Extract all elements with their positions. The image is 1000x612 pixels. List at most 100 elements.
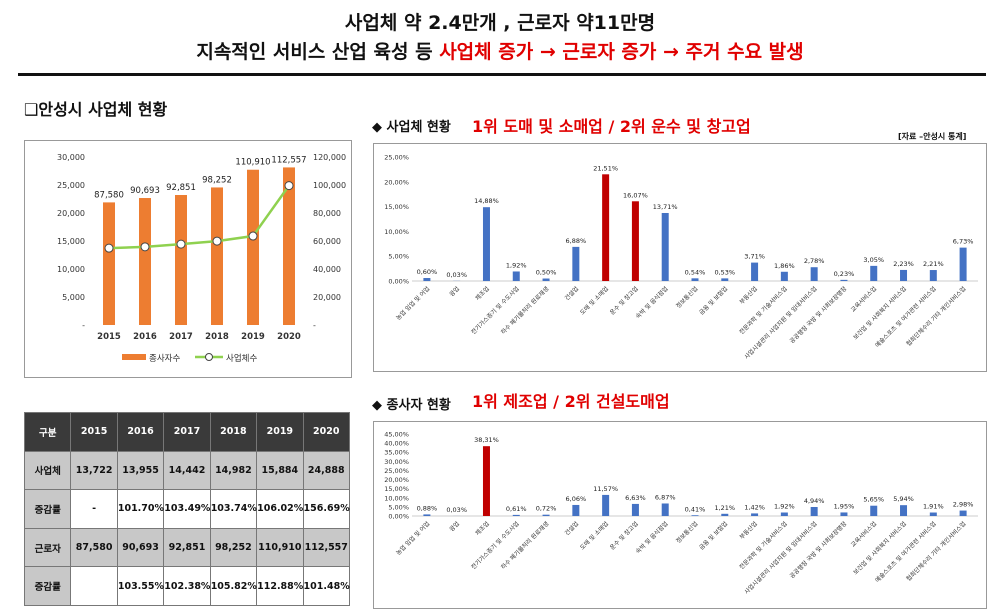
table-cell: 105.82% xyxy=(210,567,256,606)
x-axis-tick: 공공행정 국방 및 사회보장행정 xyxy=(788,520,848,580)
y-axis-tick: 30,00% xyxy=(384,458,409,466)
y-axis-tick: 10,00% xyxy=(384,228,409,236)
y-axis-tick: 10,00% xyxy=(384,494,409,502)
bar xyxy=(900,505,907,516)
right-axis-tick: 120,000 xyxy=(313,153,346,162)
legend-swatch-employees xyxy=(122,354,146,360)
y-axis-tick: 45,00% xyxy=(384,431,409,439)
bar-data-label: 38,31% xyxy=(474,436,499,444)
table-cell: 112,557 xyxy=(303,528,349,567)
table-cell: 24,888 xyxy=(303,451,349,490)
bar-data-label: 11,57% xyxy=(593,485,618,493)
bar-data-label: 1,92% xyxy=(506,261,527,269)
bar-data-label: 1,86% xyxy=(774,262,795,270)
table-cell: 106.02% xyxy=(257,490,303,529)
bar-data-label: 6,88% xyxy=(566,237,587,245)
bar-data-label: 0,53% xyxy=(714,268,735,276)
x-axis-tick: 금융 및 보험업 xyxy=(697,520,729,552)
bar xyxy=(811,267,818,281)
x-axis-tick: 농업 임업 및 어업 xyxy=(394,285,431,322)
bar-data-label: 3,71% xyxy=(744,253,765,261)
x-axis-tick: 도매 및 소매업 xyxy=(578,285,610,317)
table-cell: - xyxy=(71,490,117,529)
bar xyxy=(513,271,520,281)
bar xyxy=(960,248,967,281)
x-axis-tick: 예술스포츠 및 여가관련 서비스업 xyxy=(873,285,937,349)
bar-data-label: 0,03% xyxy=(446,506,467,514)
bar-data-label: 0,03% xyxy=(446,271,467,279)
bar-data-label: 1,42% xyxy=(744,503,765,511)
bar xyxy=(602,174,609,281)
table-header-cell: 2019 xyxy=(257,413,303,452)
bar xyxy=(662,213,669,281)
table-header-row: 구분 2015 2016 2017 2018 2019 2020 xyxy=(25,413,350,452)
bar-data-label: 6,73% xyxy=(953,238,974,246)
right-axis-tick: 100,000 xyxy=(313,181,346,190)
y-axis-tick: 5,00% xyxy=(388,503,409,511)
left-axis-tick: 10,000 xyxy=(57,265,85,274)
legend-label: 사업체수 xyxy=(226,353,257,364)
bar-data-label: 1,95% xyxy=(834,502,855,510)
bar-data-label: 6,06% xyxy=(566,495,587,503)
table-header-cell: 구분 xyxy=(25,413,71,452)
bar xyxy=(870,266,877,281)
x-axis-tick: 공공행정 국방 및 사회보장행정 xyxy=(788,285,848,345)
right-axis-tick: - xyxy=(313,321,316,330)
bar xyxy=(513,515,520,516)
y-axis-tick: 20,00% xyxy=(384,178,409,186)
x-axis-tick: 예술스포츠 및 여가관련 서비스업 xyxy=(873,520,937,584)
bar-data-label: 2,98% xyxy=(953,501,974,509)
bar-employees xyxy=(175,195,187,325)
bar-employees xyxy=(103,202,115,325)
emp-highlight: 1위 제조업 / 2위 건설도매업 xyxy=(472,388,670,412)
bar-data-label: 1,91% xyxy=(923,503,944,511)
bar xyxy=(483,207,490,281)
table-row: 근로자 87,580 90,693 92,851 98,252 110,910 … xyxy=(25,528,350,567)
x-axis-tick: 금융 및 보험업 xyxy=(697,285,729,317)
left-axis-tick: 20,000 xyxy=(57,209,85,218)
table-cell: 사업체 xyxy=(25,451,71,490)
headline-2-black: 지속적인 서비스 산업 육성 등 xyxy=(196,41,432,63)
x-axis-tick: 건설업 xyxy=(563,285,580,302)
right-axis-tick: 60,000 xyxy=(313,237,341,246)
bar xyxy=(662,503,669,516)
table-header-cell: 2015 xyxy=(71,413,117,452)
x-axis-tick: 2019 xyxy=(241,332,265,342)
biz-marker: ◆ xyxy=(372,120,382,135)
bar xyxy=(543,279,550,281)
left-axis-tick: 25,000 xyxy=(57,181,85,190)
headline-2-red: 사업체 증가 → 근로자 증가 → 주거 수요 발생 xyxy=(439,41,803,63)
table-header-cell: 2017 xyxy=(164,413,210,452)
bar-data-label: 87,580 xyxy=(94,190,124,200)
table-cell: 증감률 xyxy=(25,490,71,529)
left-axis-tick: 15,000 xyxy=(57,237,85,246)
y-axis-tick: 35,00% xyxy=(384,449,409,457)
left-axis-tick: - xyxy=(82,321,85,330)
bar-data-label: 2,78% xyxy=(804,257,825,265)
y-axis-tick: 25,00% xyxy=(384,154,409,162)
bar xyxy=(781,272,788,281)
bar xyxy=(721,278,728,281)
bar xyxy=(781,513,788,516)
bar-employees xyxy=(211,187,223,325)
bar-data-label: 92,851 xyxy=(166,183,196,193)
bar-data-label: 14,88% xyxy=(474,197,499,205)
x-axis-tick: 전문과학 및 기술서비스업 xyxy=(737,520,788,571)
bar xyxy=(692,515,699,516)
table-cell: 156.69% xyxy=(303,490,349,529)
x-axis-tick: 부동산업 xyxy=(738,285,759,306)
bar-data-label: 1,92% xyxy=(774,503,795,511)
y-axis-tick: 0,00% xyxy=(388,513,409,521)
table-cell: 110,910 xyxy=(257,528,303,567)
x-axis-tick: 하수 폐기물처리 원료재생 xyxy=(499,285,550,336)
source-note: [자료 –안성시 통계] xyxy=(898,131,966,142)
x-axis-tick: 전기가스증기 및 수도사업 xyxy=(469,520,520,571)
bar xyxy=(751,263,758,281)
table-cell: 103.49% xyxy=(164,490,210,529)
bar-data-label: 98,252 xyxy=(202,175,232,185)
table-cell: 14,442 xyxy=(164,451,210,490)
x-axis-tick: 농업 임업 및 어업 xyxy=(394,520,431,557)
x-axis-tick: 건설업 xyxy=(563,520,580,537)
bar xyxy=(483,446,490,516)
biz-label: 사업체 현황 xyxy=(387,120,451,135)
